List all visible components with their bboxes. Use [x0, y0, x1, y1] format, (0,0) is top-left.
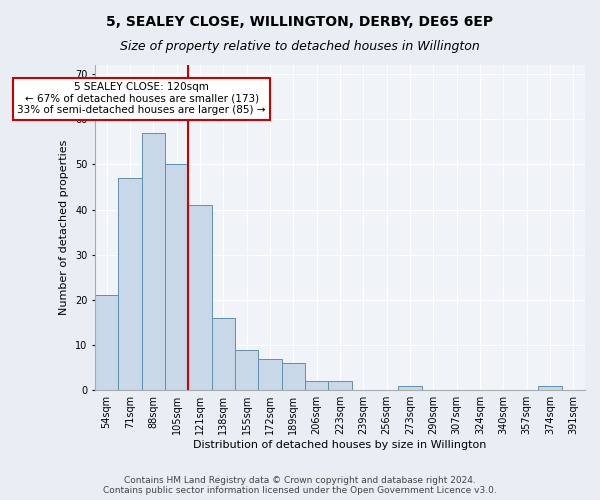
- Text: 5, SEALEY CLOSE, WILLINGTON, DERBY, DE65 6EP: 5, SEALEY CLOSE, WILLINGTON, DERBY, DE65…: [106, 15, 494, 29]
- Bar: [328, 381, 352, 390]
- Bar: [212, 318, 235, 390]
- X-axis label: Distribution of detached houses by size in Willington: Distribution of detached houses by size …: [193, 440, 487, 450]
- Bar: [165, 164, 188, 390]
- Bar: [118, 178, 142, 390]
- Bar: [281, 363, 305, 390]
- Bar: [538, 386, 562, 390]
- Bar: [305, 381, 328, 390]
- Text: 5 SEALEY CLOSE: 120sqm
← 67% of detached houses are smaller (173)
33% of semi-de: 5 SEALEY CLOSE: 120sqm ← 67% of detached…: [17, 82, 266, 116]
- Text: Contains HM Land Registry data © Crown copyright and database right 2024.
Contai: Contains HM Land Registry data © Crown c…: [103, 476, 497, 495]
- Bar: [235, 350, 259, 390]
- Bar: [398, 386, 422, 390]
- Bar: [95, 296, 118, 390]
- Bar: [259, 358, 281, 390]
- Y-axis label: Number of detached properties: Number of detached properties: [59, 140, 70, 316]
- Bar: [142, 133, 165, 390]
- Bar: [188, 205, 212, 390]
- Text: Size of property relative to detached houses in Willington: Size of property relative to detached ho…: [120, 40, 480, 53]
